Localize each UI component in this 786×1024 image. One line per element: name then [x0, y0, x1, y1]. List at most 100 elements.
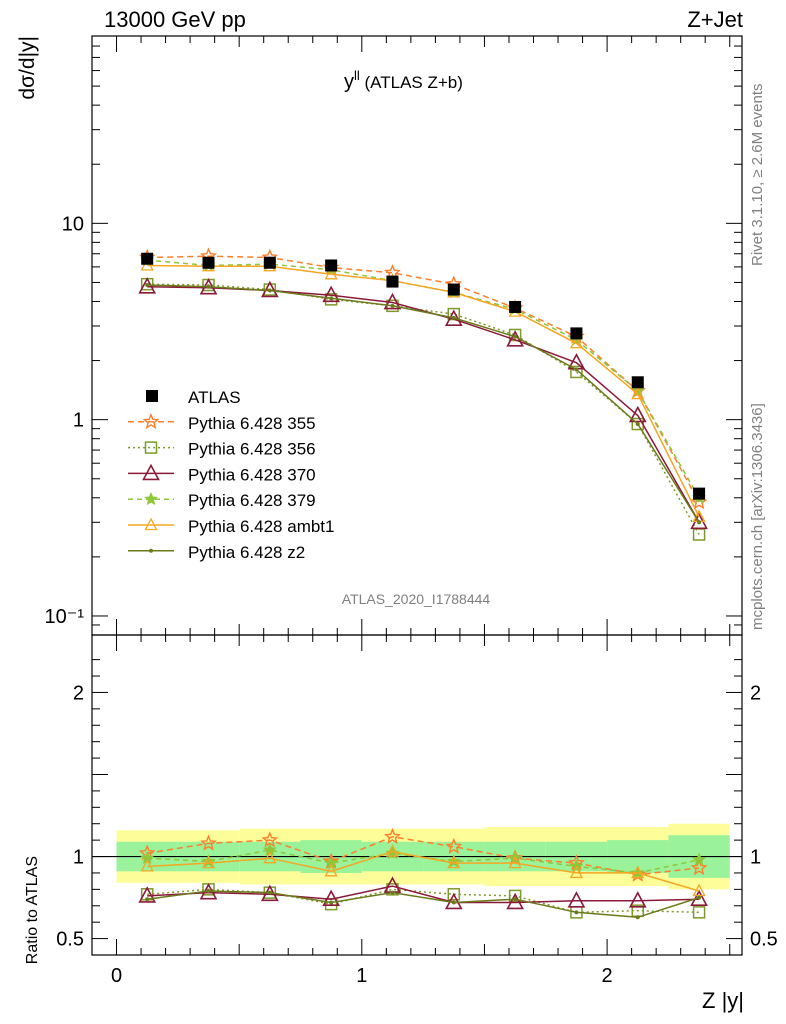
marker-triangle-small: [144, 517, 158, 531]
ratio-frame: [91, 634, 743, 956]
main-y-tick-label: 10: [62, 213, 84, 235]
marker-star-filled: [692, 852, 707, 866]
marker-dot: [329, 296, 334, 301]
x-tick-label: 0: [111, 965, 122, 987]
marker-square-filled: [509, 300, 522, 313]
series-line-s356: [147, 283, 700, 535]
ratio-y-tick-label-right: 0.5: [750, 929, 778, 951]
marker-dot: [149, 548, 153, 553]
marker-triangle-small: [692, 883, 706, 897]
marker-triangle-small: [447, 855, 461, 869]
marker-dot: [267, 288, 272, 293]
legend-label-ambt1: Pythia 6.428 ambt1: [188, 517, 334, 536]
marker-triangle: [444, 309, 463, 326]
marker-dot: [697, 895, 702, 900]
ratio-y-axis-label: Ratio to ATLAS: [24, 856, 41, 964]
marker-triangle-small: [140, 858, 154, 872]
marker-triangle-small: [569, 335, 584, 349]
header-left: 13000 GeV pp: [104, 7, 246, 32]
marker-square-filled: [263, 256, 276, 269]
ratio-plot-area: 0.5 0.5 1 1 2 2 0 1 2: [56, 634, 778, 987]
marker-triangle: [322, 889, 340, 907]
marker-triangle: [138, 886, 157, 903]
marker-dot: [451, 315, 456, 320]
marker-triangle-small: [569, 865, 584, 879]
marker-dot: [329, 900, 334, 905]
marker-square-filled: [141, 252, 154, 265]
ratio-y-tick-label-right: 2: [750, 682, 761, 704]
rivet-label: Rivet 3.1.10, ≥ 2.6M events: [749, 84, 766, 267]
marker-dot: [390, 890, 395, 895]
main-y-axis-label: dσ/d|y|: [16, 36, 39, 100]
marker-dot: [206, 889, 211, 893]
marker-triangle: [628, 405, 647, 423]
marker-star: [142, 413, 160, 430]
marker-dot: [574, 367, 579, 372]
marker-star: [690, 493, 708, 510]
marker-triangle-small: [324, 266, 338, 280]
marker-square-filled: [693, 487, 706, 500]
marker-triangle: [567, 891, 586, 908]
marker-square: [570, 365, 583, 379]
ratio-line-z2: [147, 890, 700, 919]
ratio-line-s370: [147, 885, 700, 904]
legend-label-s379: Pythia 6.428 379: [188, 491, 316, 510]
legend-label-s355: Pythia 6.428 355: [188, 414, 316, 433]
x-axis-label: Z |y|: [702, 988, 744, 1013]
marker-triangle: [628, 891, 647, 908]
marker-dot: [451, 900, 456, 905]
marker-square-filled: [202, 256, 215, 269]
marker-dot: [513, 334, 518, 339]
ratio-line-ambt1: [147, 850, 700, 892]
legend-label-z2: Pythia 6.428 z2: [188, 543, 305, 562]
ratio-y-tick-label: 1: [73, 847, 84, 869]
marker-square: [692, 906, 706, 919]
series-line-s379: [147, 259, 700, 499]
marker-square: [144, 441, 158, 454]
series-line-ambt1: [147, 264, 700, 518]
marker-square: [447, 888, 461, 901]
series-line-s355: [147, 255, 700, 503]
header-right: Z+Jet: [687, 7, 743, 32]
marker-triangle-small: [324, 863, 338, 877]
series-line-z2: [147, 284, 700, 523]
marker-star: [384, 827, 401, 844]
marker-triangle: [383, 292, 402, 310]
ratio-line-s356: [147, 888, 700, 914]
marker-square-filled: [447, 283, 460, 296]
legend: ATLAS Pythia 6.428 355 Pythia 6.428 356 Pyt…: [128, 388, 334, 562]
marker-triangle: [322, 285, 340, 303]
legend-marker-atlas: [146, 390, 158, 402]
legend-label-s356: Pythia 6.428 356: [188, 440, 316, 459]
marker-square-filled: [386, 275, 399, 288]
marker-dot: [697, 520, 702, 525]
marker-dot: [145, 897, 150, 902]
main-y-tick-label: 1: [73, 410, 84, 432]
marker-triangle-small: [263, 850, 277, 864]
x-tick-label: 2: [602, 965, 613, 987]
plot-title: yll (ATLAS Z+b): [344, 68, 463, 93]
marker-triangle-small: [631, 865, 645, 879]
marker-square-filled: [570, 327, 583, 340]
analysis-watermark: ATLAS_2020_I1788444: [342, 591, 491, 607]
marker-square-filled: [631, 376, 644, 389]
marker-dot: [635, 422, 640, 427]
marker-star: [200, 834, 217, 851]
legend-label-s370: Pythia 6.428 370: [188, 465, 316, 484]
marker-dot: [574, 910, 579, 915]
main-y-tick-label: 10⁻¹: [45, 606, 85, 628]
marker-triangle-small: [508, 855, 522, 869]
marker-dot: [206, 284, 211, 289]
ratio-y-tick-label: 2: [73, 682, 84, 704]
marker-star: [690, 859, 708, 876]
ratio-line-s355: [147, 836, 700, 876]
main-plot-area: 10⁻¹ 1 10: [45, 35, 743, 636]
x-tick-label: 1: [356, 965, 367, 987]
marker-dot: [145, 283, 150, 288]
marker-triangle: [142, 463, 160, 481]
marker-triangle: [506, 892, 524, 910]
marker-triangle-small: [385, 844, 400, 857]
legend-label-atlas: ATLAS: [188, 388, 241, 407]
series-layer: [138, 247, 708, 920]
